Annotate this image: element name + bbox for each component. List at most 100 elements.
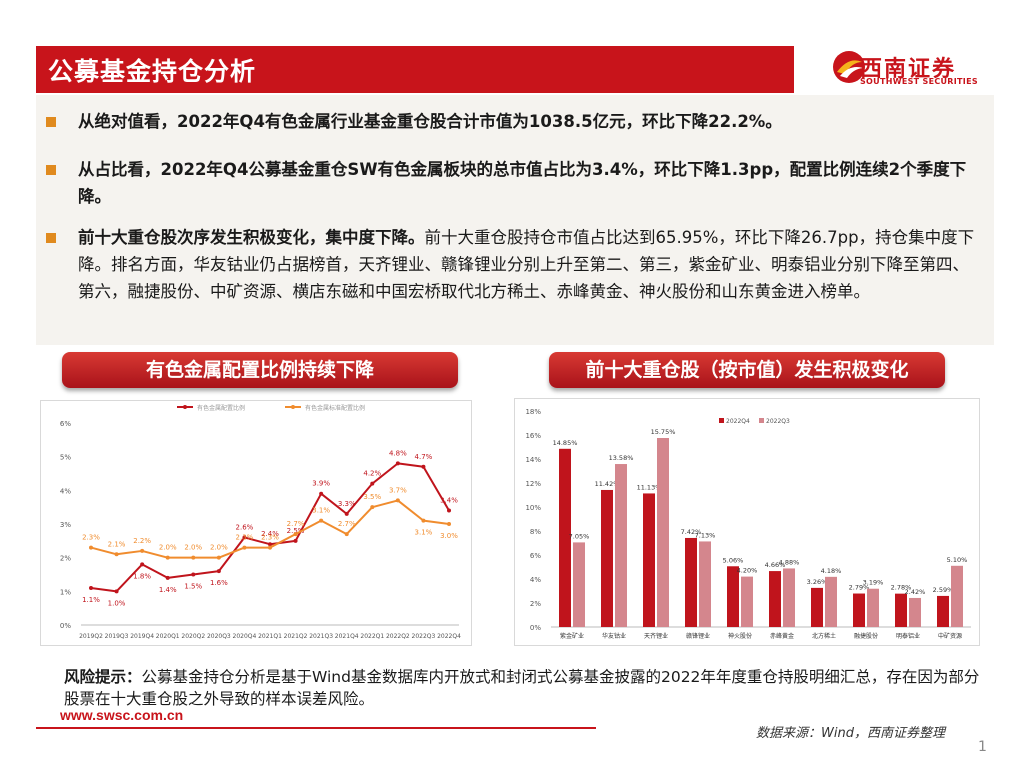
y-tick-label: 0% (60, 622, 71, 630)
bar-2022Q3 (867, 588, 879, 627)
x-tick-label: 中矿资源 (938, 632, 962, 640)
x-tick-label: 赤峰黄金 (770, 632, 794, 640)
website-link[interactable]: www.swsc.com.cn (60, 707, 184, 723)
x-tick-label: 2019Q2 (79, 633, 103, 640)
bar-value-label: 7.42% (681, 528, 702, 536)
bar-2022Q3 (573, 542, 585, 627)
y-tick-label: 18% (525, 408, 541, 416)
y-tick-label: 8% (530, 528, 541, 536)
data-point (344, 532, 349, 537)
bar-2022Q4 (895, 593, 907, 627)
data-point (268, 542, 272, 547)
bar-2022Q3 (783, 568, 795, 627)
bar-value-label: 2.42% (905, 588, 926, 596)
risk-note: 风险提示：公募基金持仓分析是基于Wind基金数据库内开放式和封闭式公募基金披露的… (64, 666, 984, 710)
right-chart-title: 前十大重仓股（按市值）发生积极变化 (549, 352, 945, 388)
logo (828, 44, 998, 92)
logo-en: SOUTHWEST SECURITIES (860, 77, 978, 86)
data-label: 2.5% (287, 527, 305, 535)
bar-2022Q4 (769, 571, 781, 627)
x-tick-label: 2021Q2 (284, 633, 308, 640)
y-tick-label: 2% (60, 555, 71, 563)
bullet-2-bold: 从占比看，2022年Q4公募基金重仓SW有色金属板块的总市值占比为3.4%，环比… (78, 160, 967, 206)
bar-2022Q3 (909, 597, 921, 627)
data-point (293, 532, 298, 537)
data-label: 2.3% (82, 534, 100, 542)
bullet-marker-1 (46, 117, 56, 127)
data-label: 4.2% (363, 470, 381, 478)
x-tick-label: 紫金矿业 (560, 632, 584, 640)
data-point (447, 508, 451, 513)
data-label: 3.0% (440, 532, 458, 540)
bullet-marker-3 (46, 233, 56, 243)
data-label: 3.5% (363, 493, 381, 501)
page-number: 1 (978, 739, 987, 755)
data-label: 1.6% (210, 579, 228, 587)
data-label: 3.7% (389, 486, 407, 494)
data-label: 1.4% (159, 586, 177, 594)
logo-emblem-icon (833, 51, 865, 83)
data-point (421, 464, 426, 469)
data-point (191, 555, 196, 560)
data-point (268, 545, 272, 550)
data-label: 2.4% (261, 530, 279, 538)
data-point (242, 535, 247, 540)
x-tick-label: 赣锋锂业 (686, 632, 710, 640)
bullet-1-bold: 从绝对值看，2022年Q4有色金属行业基金重仓股合计市值为1038.5亿元，环比… (78, 112, 782, 131)
x-tick-label: 2021Q4 (335, 633, 359, 640)
bar-value-label: 4.88% (779, 558, 800, 566)
y-tick-label: 16% (525, 432, 541, 440)
data-label: 4.7% (415, 453, 433, 461)
data-point (191, 572, 196, 577)
data-label: 1.1% (82, 596, 100, 604)
data-point (216, 569, 221, 574)
y-tick-label: 2% (530, 600, 541, 608)
data-point (395, 461, 400, 466)
x-tick-label: 神火股份 (728, 632, 752, 640)
x-tick-label: 2021Q3 (309, 633, 333, 640)
data-point (344, 511, 349, 516)
data-point (140, 562, 145, 567)
bullet-2: 从占比看，2022年Q4公募基金重仓SW有色金属板块的总市值占比为3.4%，环比… (78, 156, 984, 210)
data-point (216, 555, 221, 560)
bar-2022Q3 (657, 438, 669, 627)
data-label: 2.3% (236, 534, 254, 542)
bar-chart: 0% 2% 4% 6% 8% 10% 12% 14% 16% 18% 2022Q4 2022Q3 14.… (525, 408, 971, 640)
content-background (36, 95, 994, 345)
y-tick-label: 5% (60, 454, 71, 462)
data-label: 2.7% (287, 520, 305, 528)
data-label: 1.8% (133, 572, 151, 580)
right-chart-frame: 0% 2% 4% 6% 8% 10% 12% 14% 16% 18% 2022Q4 2022Q3 14.… (514, 398, 980, 646)
bar-value-label: 13.58% (609, 454, 634, 462)
left-chart-frame: 0% 1% 2% 3% 4% 5% 6% 2019Q2 2019Q3 2019Q4 2020Q1 20… (40, 400, 472, 646)
bar-2022Q4 (727, 566, 739, 627)
bullet-1: 从绝对值看，2022年Q4有色金属行业基金重仓股合计市值为1038.5亿元，环比… (78, 108, 984, 135)
data-point (165, 575, 170, 580)
x-tick-label: 天齐锂业 (644, 632, 668, 640)
data-point (89, 545, 93, 550)
y-tick-label: 10% (525, 504, 541, 512)
data-label: 2.2% (133, 537, 151, 545)
data-label: 4.8% (389, 449, 407, 457)
x-tick-label: 北方稀土 (812, 632, 836, 640)
bar-value-label: 3.26% (807, 578, 828, 586)
bullet-3-bold: 前十大重仓股次序发生积极变化，集中度下降。 (78, 228, 425, 247)
bar-value-label: 7.13% (695, 531, 716, 539)
x-tick-label: 2021Q1 (258, 633, 282, 640)
y-tick-label: 6% (530, 552, 541, 560)
data-label: 2.0% (159, 544, 177, 552)
bar-value-label: 11.42% (595, 480, 620, 488)
bar-2022Q4 (685, 537, 697, 627)
bullet-marker-2 (46, 165, 56, 175)
data-label: 2.7% (338, 520, 356, 528)
data-point (370, 505, 375, 510)
data-point (395, 498, 400, 503)
bar-value-label: 2.59% (933, 586, 954, 594)
x-tick-label: 2019Q4 (130, 633, 154, 640)
data-label: 2.6% (236, 523, 254, 531)
risk-label: 风险提示： (64, 668, 142, 686)
data-point (370, 481, 375, 486)
data-label: 1.0% (108, 599, 126, 607)
bar-2022Q4 (811, 587, 823, 627)
data-point (421, 518, 426, 523)
